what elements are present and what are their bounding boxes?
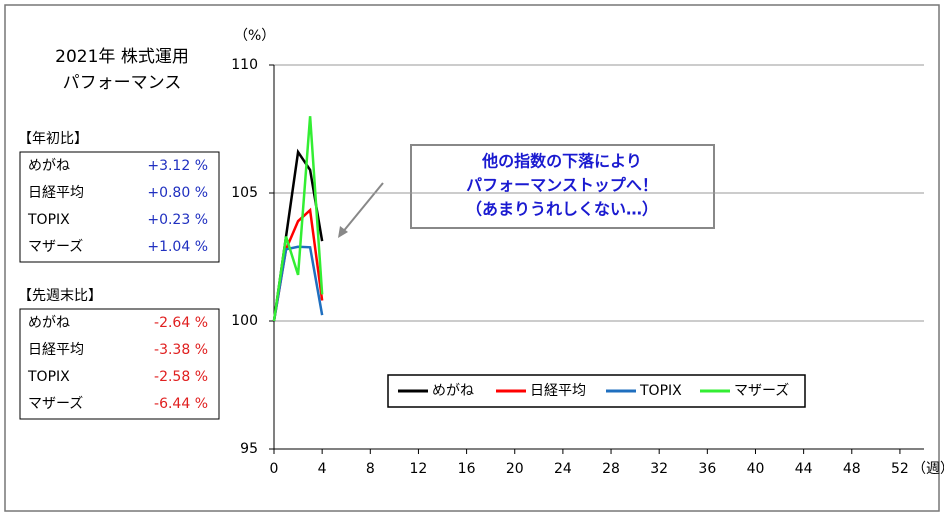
x-tick-label: 4 (318, 461, 327, 477)
title: 2021年 株式運用 (55, 47, 189, 67)
annotation-text: パフォーマンストップへ！ (466, 176, 658, 195)
x-tick-label: 24 (554, 461, 572, 477)
arrow (341, 182, 384, 234)
x-tick-label: 44 (795, 461, 813, 477)
y-tick-label: 105 (231, 185, 258, 201)
y-tick-label: 110 (231, 57, 258, 73)
row-value: +3.12 % (147, 158, 208, 174)
x-tick-label: 52 (891, 461, 909, 477)
legend-label: TOPIX (639, 383, 682, 399)
frame (4, 4, 940, 512)
legend-label: 日経平均 (530, 383, 586, 399)
y-tick-label: 100 (231, 313, 258, 329)
legend-label: めがね (432, 383, 474, 399)
row-label: マザーズ (28, 239, 83, 255)
y-unit: （%） (234, 28, 275, 44)
row-label: TOPIX (27, 369, 70, 385)
x-tick-label: 0 (270, 461, 279, 477)
row-value: -6.44 % (154, 396, 208, 412)
x-tick-label: 16 (458, 461, 476, 477)
x-tick-label: 36 (698, 461, 716, 477)
y-tick-label: 95 (240, 441, 258, 457)
row-value: -2.64 % (154, 315, 208, 331)
x-tick-label: 48 (843, 461, 861, 477)
title: パフォーマンス (63, 73, 182, 93)
table-heading: 【年初比】 (18, 130, 88, 147)
row-label: めがね (28, 315, 70, 331)
x-tick-label: 12 (410, 461, 428, 477)
table-box (19, 308, 220, 420)
row-value: +0.80 % (147, 185, 208, 201)
table-heading: 【先週末比】 (18, 288, 102, 304)
x-tick-label: 20 (506, 461, 524, 477)
table-box (19, 151, 220, 263)
row-value: +1.04 % (147, 239, 208, 255)
x-tick-label: 32 (650, 461, 668, 477)
row-label: めがね (28, 158, 70, 174)
row-label: マザーズ (28, 396, 83, 412)
row-label: 日経平均 (28, 342, 84, 358)
row-value: +0.23 % (147, 212, 208, 228)
row-value: -3.38 % (154, 342, 208, 358)
x-tick-label: 28 (602, 461, 620, 477)
annotation-text: 他の指数の下落により (481, 152, 642, 171)
x-unit: （週） (912, 461, 944, 477)
line (272, 116, 324, 322)
x-tick-label: 8 (366, 461, 375, 477)
row-label: TOPIX (27, 212, 70, 228)
legend-box (387, 374, 806, 408)
row-value: -2.58 % (154, 369, 208, 385)
arrow-head (338, 226, 348, 238)
row-label: 日経平均 (28, 185, 84, 201)
annotation-text: （あまりうれしくない…） (466, 200, 658, 219)
annotation-box (410, 144, 715, 229)
x-tick-label: 40 (747, 461, 765, 477)
legend-label: マザーズ (734, 383, 789, 399)
